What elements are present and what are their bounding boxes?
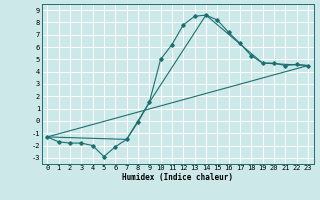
X-axis label: Humidex (Indice chaleur): Humidex (Indice chaleur) — [122, 173, 233, 182]
